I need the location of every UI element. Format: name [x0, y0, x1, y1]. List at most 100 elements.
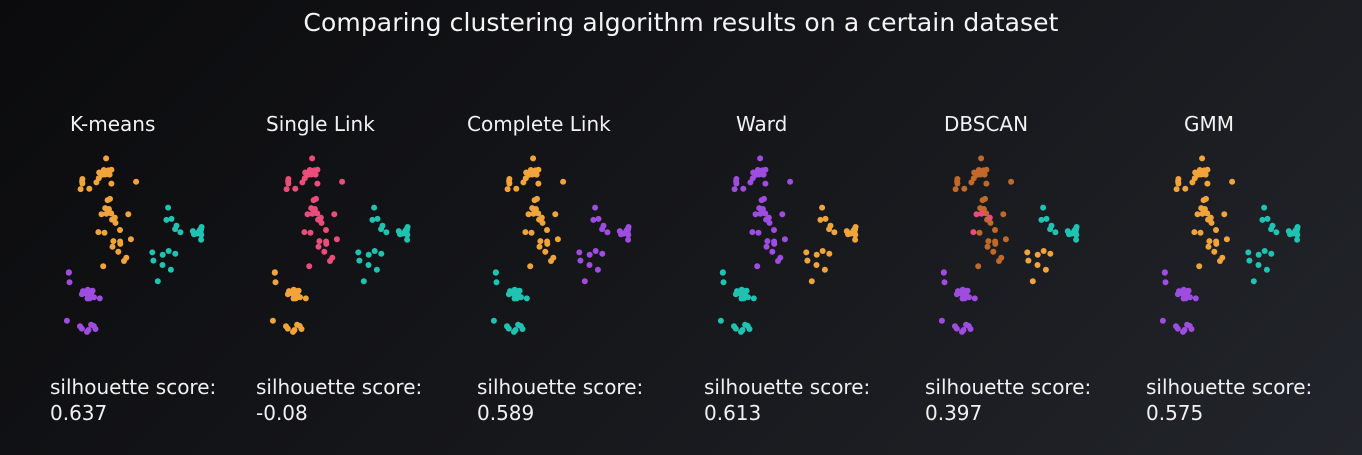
scatter-point	[99, 171, 106, 178]
scatter-point	[374, 215, 381, 222]
panel-title: Ward	[736, 112, 788, 136]
scatter-point	[985, 238, 992, 245]
scatter-point	[108, 180, 115, 187]
scatter-point	[323, 240, 330, 247]
score-value: 0.589	[477, 401, 535, 425]
scatter-point	[1159, 317, 1166, 324]
scatter-point	[813, 262, 820, 268]
scatter-point	[108, 210, 115, 217]
scatter-point	[1002, 236, 1009, 243]
scatter-point	[968, 179, 975, 186]
scatter-point	[737, 290, 744, 297]
panel-single-link: Single Link silhouette score: -0.08	[256, 108, 476, 438]
score-label: silhouette score:	[1146, 375, 1313, 399]
scatter-point	[331, 211, 338, 218]
scatter-point	[1261, 248, 1268, 254]
scatter-point	[938, 317, 945, 324]
scatter-point	[1204, 210, 1211, 217]
scatter-point	[101, 229, 108, 236]
scatter-point	[123, 254, 130, 261]
scatter-point	[289, 290, 296, 297]
scatter-point	[850, 227, 857, 234]
scatter-point	[159, 262, 166, 268]
scatter-point	[590, 216, 597, 223]
scatter-point	[1188, 326, 1195, 332]
scatter-point	[1264, 215, 1271, 222]
scatter-point	[973, 211, 980, 218]
scatter-point	[103, 155, 110, 162]
scatter-point	[103, 210, 110, 217]
scatter-point	[759, 167, 766, 174]
scatter-point	[599, 250, 606, 257]
scatter-point	[360, 278, 367, 285]
scatter-point	[1223, 236, 1230, 243]
scatter-point	[1175, 180, 1182, 187]
scatter-point	[1207, 214, 1214, 221]
scatter-point	[315, 243, 322, 250]
scatter-point	[979, 197, 986, 204]
scatter-point	[754, 263, 761, 270]
scatter-point	[365, 251, 372, 258]
scatter-point	[808, 278, 815, 285]
scatter-point	[752, 211, 759, 218]
scatter-point	[317, 214, 324, 221]
panel-gmm: GMM silhouette score: 0.575	[1146, 108, 1362, 438]
scatter-point	[592, 204, 599, 211]
scatter-point	[506, 180, 513, 187]
scatter-point	[177, 229, 184, 236]
scatter-point	[127, 236, 134, 243]
scatter-point	[803, 249, 810, 256]
scatter-point	[1255, 262, 1262, 268]
scatter-point	[165, 248, 172, 254]
scatter-plot-dbscan	[938, 155, 1080, 335]
scatter-point	[831, 229, 838, 236]
score-label: silhouette score:	[256, 375, 423, 399]
scatter-point	[83, 290, 90, 297]
scatter-point	[269, 317, 276, 324]
scatter-point	[85, 327, 92, 333]
scatter-plot-kmeans	[63, 155, 205, 335]
scatter-point	[845, 231, 851, 238]
scatter-point	[560, 178, 567, 185]
scatter-point	[819, 248, 826, 254]
scatter-point	[102, 205, 109, 212]
scatter-point	[1199, 155, 1206, 162]
scatter-point	[111, 214, 118, 221]
scatter-point	[339, 178, 346, 185]
scatter-point	[1198, 205, 1205, 212]
scatter-point	[1024, 249, 1031, 256]
scatter-point	[512, 327, 519, 333]
scatter-point	[369, 216, 376, 223]
scatter-point	[527, 263, 534, 270]
scatter-point	[1189, 179, 1196, 186]
scatter-point	[1008, 178, 1015, 185]
scatter-point	[323, 227, 329, 233]
scatter-point	[314, 210, 321, 217]
scatter-point	[284, 325, 291, 332]
scatter-point	[983, 180, 990, 187]
scatter-point	[105, 167, 112, 174]
scatter-point	[535, 180, 542, 187]
scatter-point	[586, 251, 593, 258]
scatter-point	[1205, 243, 1212, 250]
scatter-point	[301, 229, 308, 236]
scatter-point	[404, 236, 411, 243]
scatter-point	[762, 180, 769, 187]
panel-title: Complete Link	[467, 112, 611, 136]
scatter-point	[822, 215, 829, 222]
scatter-point	[333, 236, 340, 243]
page-title: Comparing clustering algorithm results o…	[303, 8, 1059, 37]
scatter-point	[1213, 227, 1219, 233]
scatter-point	[504, 186, 511, 193]
scatter-point	[150, 257, 157, 264]
scatter-point	[311, 167, 318, 174]
scatter-point	[316, 238, 323, 245]
scatter-point	[92, 326, 99, 332]
score-label: silhouette score:	[925, 375, 1092, 399]
scatter-point	[100, 263, 107, 270]
scatter-point	[1268, 250, 1275, 257]
scatter-point	[554, 236, 561, 243]
scatter-point	[172, 226, 179, 233]
scatter-point	[1200, 197, 1207, 204]
scatter-point	[777, 254, 784, 261]
